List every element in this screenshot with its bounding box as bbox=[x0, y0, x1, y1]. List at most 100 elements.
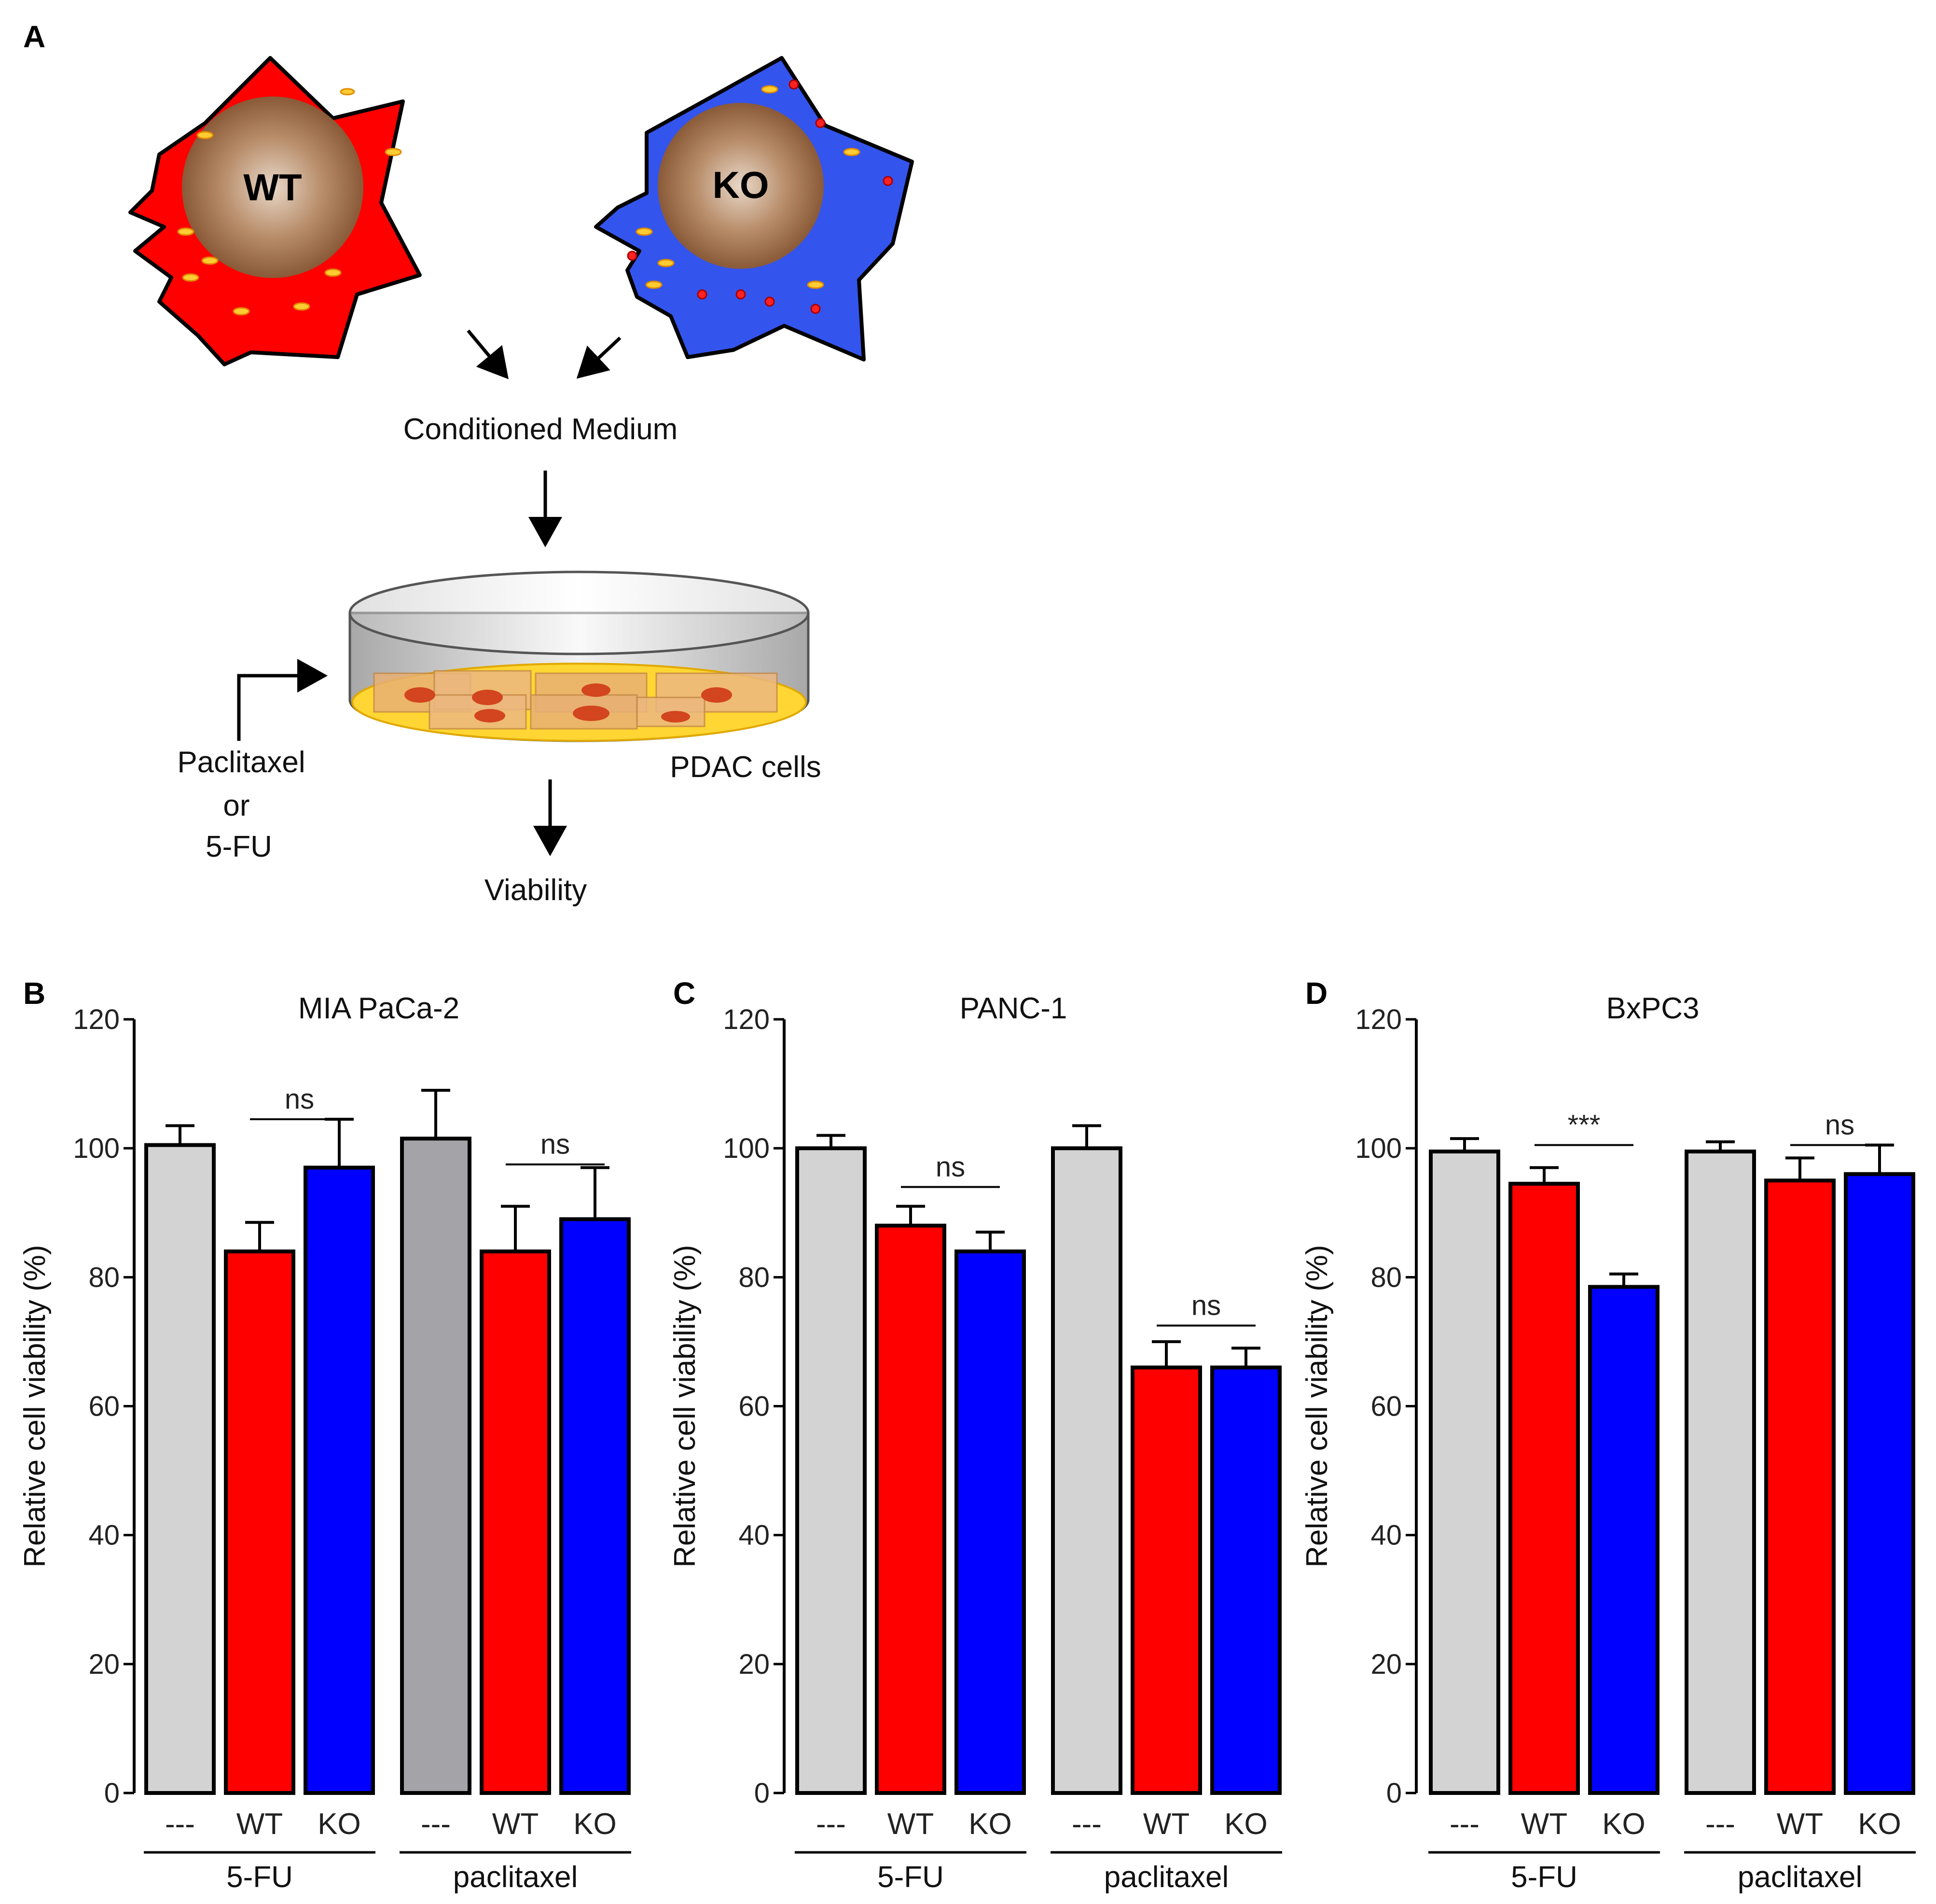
y-tick-label: 0 bbox=[104, 1778, 120, 1809]
y-tick-label: 0 bbox=[1386, 1778, 1402, 1809]
group-label: paclitaxel bbox=[1104, 1861, 1229, 1894]
group-label: 5-FU bbox=[226, 1861, 293, 1894]
y-tick-label: 120 bbox=[73, 1004, 120, 1035]
y-tick-label: 80 bbox=[738, 1262, 770, 1293]
ko-cell-label: KO bbox=[713, 164, 769, 206]
x-category-label: --- bbox=[816, 1807, 846, 1841]
bar-paclitaxel-0 bbox=[1051, 1146, 1122, 1795]
x-category-label: --- bbox=[1450, 1807, 1480, 1841]
x-category-label: --- bbox=[165, 1807, 195, 1841]
significance-label: ns bbox=[285, 1084, 314, 1115]
panel-letter-a: A bbox=[23, 19, 45, 54]
wt-cell: WT bbox=[128, 56, 422, 366]
petri-dish bbox=[348, 570, 810, 742]
x-category-label: WT bbox=[887, 1807, 934, 1841]
bar-5-fu-0 bbox=[795, 1146, 867, 1795]
x-category-label: WT bbox=[236, 1807, 283, 1841]
x-category-label: KO bbox=[968, 1807, 1012, 1841]
chart-title: BxPC3 bbox=[1606, 992, 1700, 1025]
bar-5-fu-1 bbox=[224, 1249, 295, 1795]
y-tick-label: 20 bbox=[88, 1649, 120, 1680]
bar-5-fu-0 bbox=[144, 1143, 216, 1795]
bar-paclitaxel-0 bbox=[1685, 1149, 1756, 1795]
y-tick-label: 20 bbox=[738, 1649, 770, 1680]
arrow-drug-to-dish bbox=[237, 659, 328, 741]
bar-paclitaxel-0 bbox=[400, 1137, 471, 1795]
y-tick-label: 120 bbox=[723, 1004, 770, 1035]
x-category-label: KO bbox=[1224, 1807, 1268, 1841]
dish-rim bbox=[348, 570, 810, 655]
significance-label: ns bbox=[936, 1151, 965, 1182]
significance-label: *** bbox=[1568, 1109, 1601, 1140]
bar-5-fu-1 bbox=[1508, 1181, 1580, 1795]
bar-paclitaxel-2 bbox=[1844, 1172, 1915, 1795]
ko-vesicles-red bbox=[627, 79, 893, 314]
significance-label: ns bbox=[540, 1129, 570, 1160]
y-tick-label: 60 bbox=[1370, 1391, 1402, 1422]
y-tick-label: 60 bbox=[88, 1391, 120, 1422]
x-category-label: KO bbox=[1858, 1807, 1901, 1841]
ko-cell: KO bbox=[594, 56, 914, 361]
y-tick-label: 40 bbox=[1370, 1520, 1402, 1551]
chart-title: MIA PaCa-2 bbox=[298, 992, 459, 1025]
arrow-ko-to-medium bbox=[576, 336, 622, 379]
ko-nucleus bbox=[658, 103, 824, 269]
bar-5-fu-2 bbox=[954, 1249, 1026, 1795]
bar-paclitaxel-2 bbox=[559, 1217, 631, 1795]
x-category-label: WT bbox=[492, 1807, 539, 1841]
wt-vesicles bbox=[177, 88, 402, 316]
drug-label-line1: Paclitaxel bbox=[177, 746, 305, 779]
chart-title: PANC-1 bbox=[960, 992, 1067, 1025]
arrow-wt-to-medium bbox=[467, 329, 509, 379]
x-category-label: --- bbox=[421, 1807, 451, 1841]
x-category-label: KO bbox=[573, 1807, 617, 1841]
chart-panel-d: D BxPC3 Relative cell viability (%) 0 20 40 60… bbox=[1300, 976, 1916, 1894]
wt-nucleus bbox=[182, 97, 363, 278]
x-category-label: WT bbox=[1777, 1807, 1823, 1841]
y-tick-label: 100 bbox=[723, 1133, 770, 1164]
viability-label: Viability bbox=[484, 874, 587, 907]
x-category-label: WT bbox=[1143, 1807, 1189, 1841]
y-tick-label: 0 bbox=[754, 1778, 770, 1809]
bar-paclitaxel-2 bbox=[1210, 1365, 1282, 1795]
drug-label-line3: 5-FU bbox=[206, 830, 272, 863]
panel-letter-d: D bbox=[1305, 976, 1328, 1011]
significance-label: ns bbox=[1825, 1109, 1854, 1140]
significance-label: ns bbox=[1191, 1290, 1221, 1321]
y-tick-label: 20 bbox=[1370, 1649, 1402, 1680]
x-category-label: KO bbox=[1602, 1807, 1646, 1841]
y-tick-label: 80 bbox=[88, 1262, 120, 1293]
chart-panel-c: C PANC-1 Relative cell viability (%) 0 20 40 6… bbox=[668, 976, 1282, 1894]
x-category-label: --- bbox=[1072, 1807, 1102, 1841]
y-tick-label: 120 bbox=[1355, 1004, 1402, 1035]
ko-vesicles-yellow bbox=[636, 85, 860, 289]
group-label: paclitaxel bbox=[1738, 1861, 1862, 1894]
panel-letter-b: B bbox=[23, 976, 45, 1011]
wt-cell-label: WT bbox=[243, 166, 302, 208]
conditioned-medium-label: Conditioned Medium bbox=[403, 413, 678, 446]
group-label: paclitaxel bbox=[453, 1861, 578, 1894]
panel-letter-c: C bbox=[673, 976, 695, 1011]
pdac-cells-label: PDAC cells bbox=[670, 750, 821, 784]
x-category-label: WT bbox=[1521, 1807, 1567, 1841]
bar-paclitaxel-1 bbox=[1131, 1365, 1202, 1795]
y-tick-label: 60 bbox=[738, 1391, 770, 1422]
y-axis-title: Relative cell viability (%) bbox=[18, 1245, 52, 1567]
x-category-label: KO bbox=[318, 1807, 361, 1841]
y-tick-label: 80 bbox=[1370, 1262, 1402, 1293]
group-label: 5-FU bbox=[877, 1861, 944, 1894]
y-tick-label: 40 bbox=[88, 1520, 120, 1551]
y-tick-label: 100 bbox=[1355, 1133, 1402, 1164]
chart-panel-b: B MIA PaCa-2 Relative cell viability (%) 0 2… bbox=[18, 976, 631, 1894]
group-label: 5-FU bbox=[1511, 1861, 1577, 1894]
drug-label-line2: or bbox=[223, 789, 249, 822]
bar-5-fu-2 bbox=[1588, 1285, 1659, 1795]
bar-paclitaxel-1 bbox=[480, 1249, 551, 1795]
bar-5-fu-0 bbox=[1429, 1149, 1500, 1795]
bar-paclitaxel-1 bbox=[1764, 1178, 1836, 1795]
y-tick-label: 40 bbox=[738, 1520, 770, 1551]
bar-5-fu-1 bbox=[875, 1223, 946, 1795]
bar-5-fu-2 bbox=[304, 1166, 375, 1795]
y-tick-label: 100 bbox=[73, 1133, 120, 1164]
